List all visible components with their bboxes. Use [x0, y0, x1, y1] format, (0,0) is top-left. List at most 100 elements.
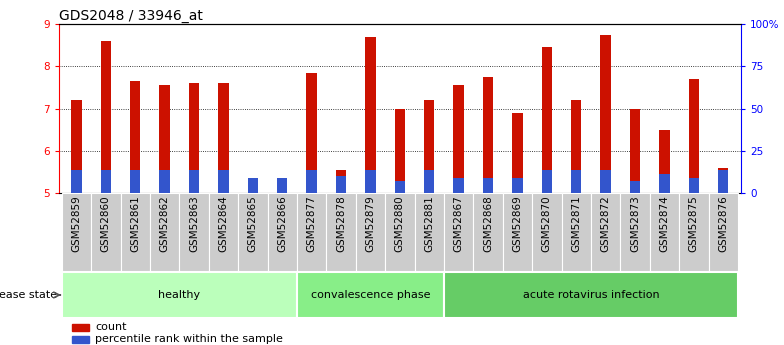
Bar: [542, 170, 552, 193]
Bar: [620, 193, 650, 271]
Bar: [62, 193, 91, 271]
Text: GSM52876: GSM52876: [718, 196, 728, 252]
Text: healthy: healthy: [158, 290, 201, 300]
Bar: [474, 193, 503, 271]
Bar: [679, 193, 709, 271]
Bar: [189, 83, 199, 193]
Bar: [218, 83, 229, 193]
Text: GSM52878: GSM52878: [336, 196, 346, 252]
Text: GSM52877: GSM52877: [307, 196, 317, 252]
Bar: [180, 193, 209, 271]
Text: GSM52873: GSM52873: [630, 196, 640, 252]
Bar: [365, 37, 376, 193]
Bar: [71, 170, 82, 193]
Bar: [394, 180, 405, 193]
Bar: [532, 193, 561, 271]
Bar: [326, 193, 356, 271]
Bar: [709, 193, 738, 271]
Bar: [424, 100, 434, 193]
Bar: [248, 178, 258, 193]
Bar: [630, 180, 641, 193]
Bar: [91, 193, 121, 271]
Bar: [385, 193, 415, 271]
Text: GSM52861: GSM52861: [130, 196, 140, 252]
Bar: [189, 170, 199, 193]
Bar: [650, 193, 679, 271]
Bar: [571, 170, 582, 193]
Text: GSM52863: GSM52863: [189, 196, 199, 252]
Bar: [512, 113, 523, 193]
Bar: [71, 100, 82, 193]
Bar: [307, 73, 317, 193]
Bar: [297, 193, 326, 271]
Bar: [365, 170, 376, 193]
Bar: [601, 35, 611, 193]
Bar: [688, 178, 699, 193]
Bar: [444, 193, 474, 271]
Bar: [453, 178, 464, 193]
Text: GSM52866: GSM52866: [278, 196, 287, 252]
Bar: [601, 170, 611, 193]
Bar: [130, 170, 140, 193]
Bar: [100, 41, 111, 193]
Bar: [415, 193, 444, 271]
Bar: [561, 193, 591, 271]
Bar: [571, 100, 582, 193]
Text: GSM52871: GSM52871: [572, 196, 581, 252]
Bar: [267, 193, 297, 271]
Bar: [72, 336, 89, 343]
Bar: [336, 176, 347, 193]
Bar: [209, 193, 238, 271]
Bar: [238, 193, 267, 271]
Bar: [248, 178, 258, 193]
Text: acute rotavirus infection: acute rotavirus infection: [523, 290, 659, 300]
Text: GSM52860: GSM52860: [101, 196, 111, 252]
Bar: [718, 168, 728, 193]
Bar: [591, 193, 620, 271]
Bar: [307, 170, 317, 193]
Bar: [659, 174, 670, 193]
Text: GSM52867: GSM52867: [454, 196, 463, 252]
Text: GSM52869: GSM52869: [513, 196, 522, 252]
Bar: [130, 81, 140, 193]
Text: GSM52862: GSM52862: [160, 196, 169, 252]
Bar: [483, 77, 493, 193]
Bar: [394, 109, 405, 193]
Bar: [503, 193, 532, 271]
Bar: [72, 324, 89, 331]
Bar: [100, 170, 111, 193]
Text: GSM52880: GSM52880: [395, 196, 405, 252]
Bar: [121, 193, 150, 271]
Bar: [159, 170, 170, 193]
Bar: [277, 178, 288, 193]
Text: GSM52865: GSM52865: [248, 196, 258, 252]
Text: GSM52881: GSM52881: [424, 196, 434, 252]
Text: disease state: disease state: [0, 290, 57, 300]
Bar: [297, 272, 444, 318]
Bar: [218, 170, 229, 193]
Bar: [453, 86, 464, 193]
Bar: [150, 193, 180, 271]
Text: percentile rank within the sample: percentile rank within the sample: [95, 334, 283, 344]
Bar: [62, 272, 297, 318]
Bar: [512, 178, 523, 193]
Text: convalescence phase: convalescence phase: [310, 290, 430, 300]
Bar: [159, 86, 170, 193]
Text: GSM52870: GSM52870: [542, 196, 552, 252]
Text: GSM52874: GSM52874: [659, 196, 670, 252]
Bar: [630, 109, 641, 193]
Bar: [718, 170, 728, 193]
Bar: [336, 170, 347, 193]
Bar: [542, 47, 552, 193]
Text: GSM52859: GSM52859: [71, 196, 82, 252]
Text: count: count: [95, 322, 126, 332]
Bar: [483, 178, 493, 193]
Text: GSM52872: GSM52872: [601, 196, 611, 252]
Text: GSM52864: GSM52864: [219, 196, 228, 252]
Text: GSM52879: GSM52879: [365, 196, 376, 252]
Text: GSM52875: GSM52875: [689, 196, 699, 252]
Bar: [424, 170, 434, 193]
Bar: [659, 130, 670, 193]
Bar: [356, 193, 385, 271]
Text: GSM52868: GSM52868: [483, 196, 493, 252]
